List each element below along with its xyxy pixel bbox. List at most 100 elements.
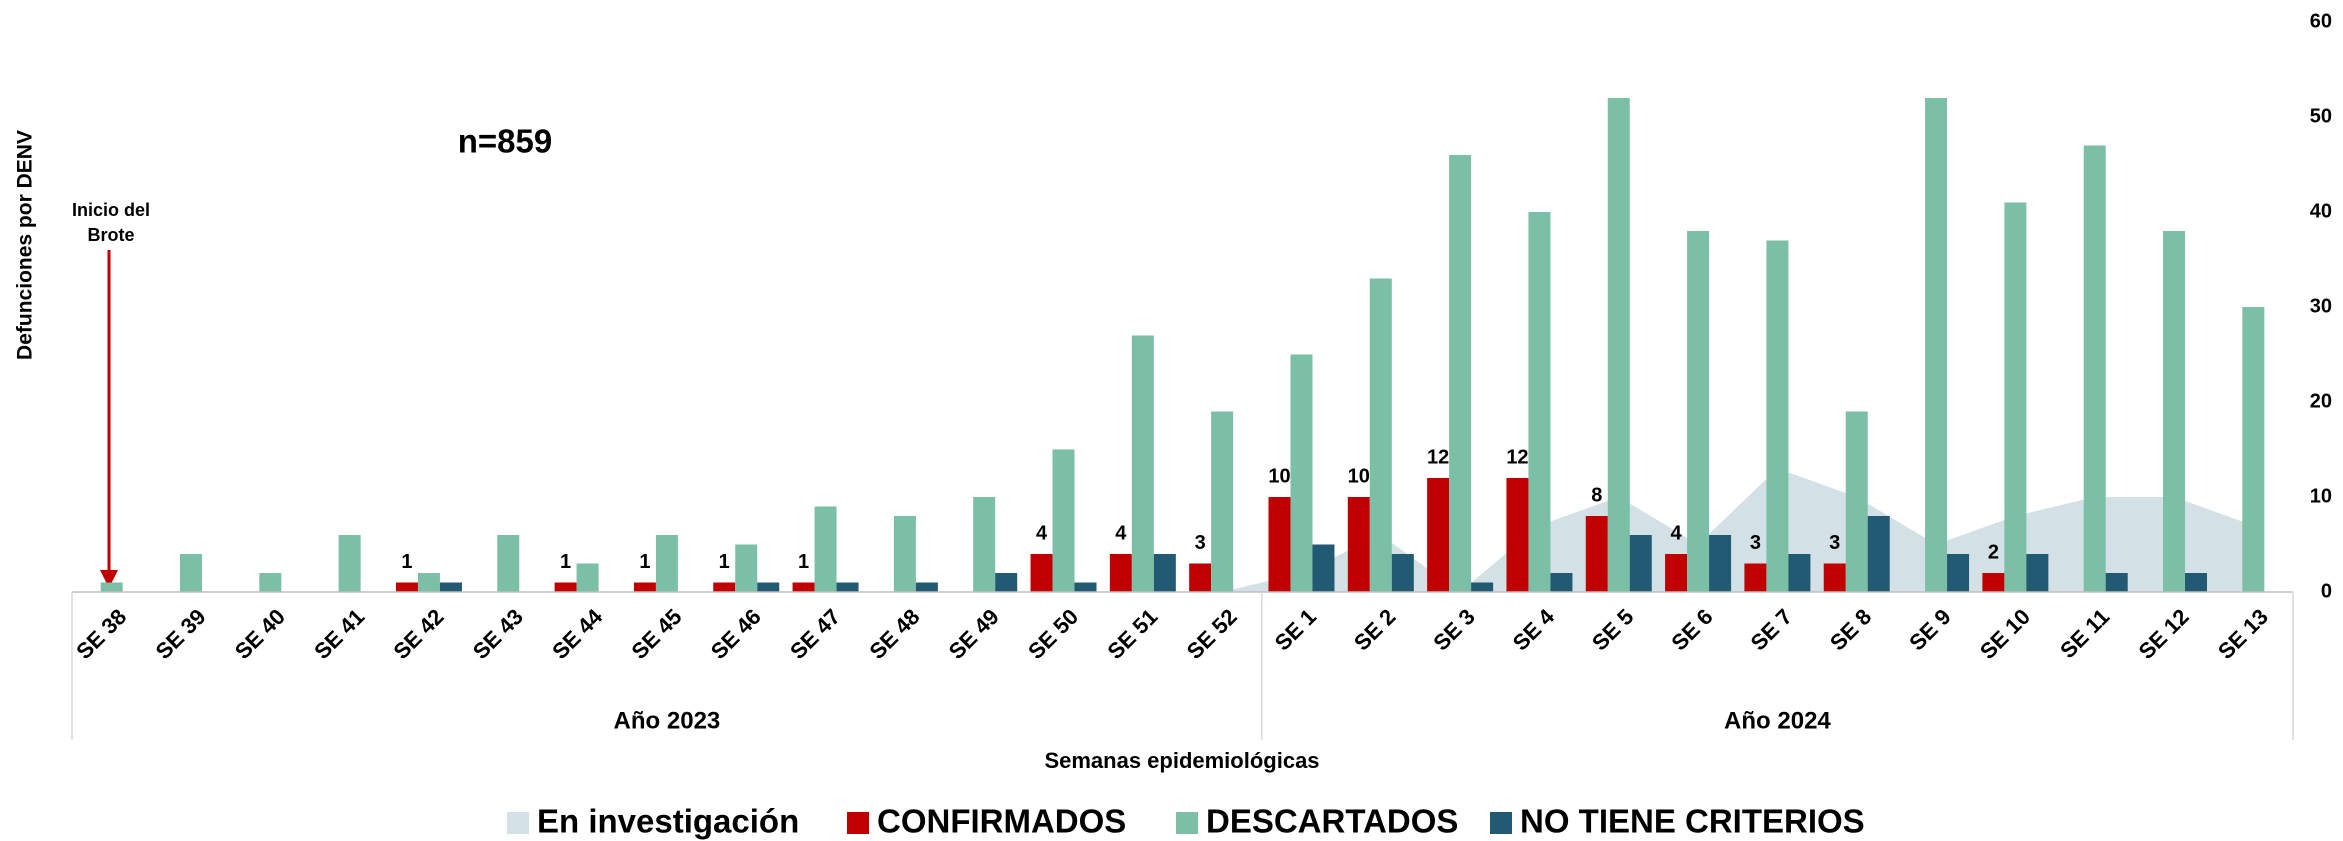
legend-swatch — [507, 812, 529, 834]
bar — [1947, 554, 1970, 592]
group-label: Año 2024 — [1724, 707, 1831, 734]
bar — [1550, 573, 1573, 592]
x-tick-label: SE 9 — [1904, 604, 1955, 655]
x-tick-label: SE 8 — [1825, 604, 1876, 655]
bar — [1867, 516, 1890, 592]
y-tick-label: 60 — [2310, 10, 2332, 32]
x-tick-label: SE 6 — [1666, 604, 1717, 655]
bar — [1585, 516, 1608, 592]
bar — [497, 535, 520, 592]
x-tick-label: SE 1 — [1270, 604, 1321, 655]
x-tick-label: SE 50 — [1023, 604, 1083, 664]
bar — [100, 582, 123, 592]
data-label: 1 — [639, 551, 650, 573]
bar — [1290, 354, 1313, 592]
bar — [814, 506, 837, 592]
data-label: 3 — [1829, 532, 1840, 554]
x-tick-label: SE 10 — [1975, 604, 2035, 664]
x-tick-label: SE 4 — [1508, 603, 1560, 655]
x-tick-label: SE 7 — [1746, 604, 1797, 655]
y-tick-label: 30 — [2310, 295, 2332, 317]
bar — [179, 554, 202, 592]
bar — [1607, 98, 1630, 592]
bar — [1766, 240, 1789, 592]
x-tick-label: SE 52 — [1182, 604, 1242, 664]
x-tick-label: SE 40 — [230, 604, 290, 664]
bar — [417, 573, 440, 592]
x-tick-label: SE 2 — [1349, 604, 1400, 655]
bar — [338, 535, 361, 592]
y-tick-label: 20 — [2310, 390, 2332, 412]
bar — [439, 582, 462, 592]
bar — [655, 535, 678, 592]
legend-swatch — [1490, 812, 1512, 834]
x-tick-label: SE 41 — [309, 604, 369, 664]
bar — [995, 573, 1018, 592]
data-label: 1 — [798, 551, 809, 573]
bar — [1845, 411, 1868, 592]
bar — [1131, 335, 1154, 592]
x-tick-label: SE 39 — [151, 604, 211, 664]
bar — [2026, 554, 2049, 592]
bar — [2105, 573, 2128, 592]
bar — [2185, 573, 2208, 592]
data-label: 12 — [1506, 446, 1528, 468]
bar — [1471, 582, 1494, 592]
annotation: n=859 — [458, 123, 553, 160]
bar — [893, 516, 916, 592]
legend-label: DESCARTADOS — [1206, 803, 1458, 840]
legend-label: CONFIRMADOS — [877, 803, 1126, 840]
bar — [1665, 554, 1688, 592]
data-label: 1 — [719, 551, 730, 573]
data-label: 2 — [1988, 541, 1999, 563]
bar — [1788, 554, 1811, 592]
bar — [259, 573, 282, 592]
data-label: 1 — [401, 551, 412, 573]
bar — [1449, 155, 1472, 592]
bar — [735, 544, 758, 592]
bar — [1052, 449, 1075, 592]
data-label: 3 — [1750, 532, 1761, 554]
x-tick-label: SE 12 — [2134, 604, 2194, 664]
annotation: Brote — [87, 225, 134, 245]
bar — [1744, 563, 1767, 592]
bar — [1528, 212, 1551, 592]
bar — [576, 563, 599, 592]
data-label: 8 — [1591, 484, 1602, 506]
bar — [1268, 497, 1291, 592]
data-label: 3 — [1195, 532, 1206, 554]
bar — [2004, 202, 2027, 592]
x-tick-label: SE 47 — [785, 604, 845, 664]
data-label: 4 — [1115, 522, 1127, 544]
x-tick-label: SE 42 — [389, 604, 449, 664]
bar — [1074, 582, 1097, 592]
y-tick-label: 10 — [2310, 485, 2332, 507]
bar — [2163, 231, 2186, 592]
x-tick-label: SE 43 — [468, 604, 528, 664]
data-label: 12 — [1427, 446, 1449, 468]
x-tick-label: SE 48 — [864, 604, 924, 664]
x-tick-label: SE 3 — [1428, 604, 1479, 655]
data-label: 10 — [1348, 465, 1370, 487]
bar — [633, 582, 656, 592]
bar — [836, 582, 859, 592]
bar — [1982, 573, 2005, 592]
y-tick-label: 50 — [2310, 105, 2332, 127]
bar — [1687, 231, 1710, 592]
x-tick-label: SE 49 — [944, 604, 1004, 664]
x-tick-label: SE 46 — [706, 604, 766, 664]
x-tick-label: SE 13 — [2213, 604, 2273, 664]
x-tick-label: SE 38 — [71, 604, 131, 664]
bar — [973, 497, 996, 592]
bar — [2242, 307, 2265, 592]
legend-label: NO TIENE CRITERIOS — [1520, 803, 1865, 840]
bar — [1391, 554, 1414, 592]
x-tick-label: SE 5 — [1587, 604, 1638, 655]
data-label: 4 — [1036, 522, 1048, 544]
bar — [1312, 544, 1335, 592]
group-label: Año 2023 — [614, 707, 721, 734]
bar — [1109, 554, 1132, 592]
data-label: 1 — [560, 551, 571, 573]
legend-swatch — [847, 812, 869, 834]
y-axis-title: Defunciones por DENV — [14, 130, 37, 360]
